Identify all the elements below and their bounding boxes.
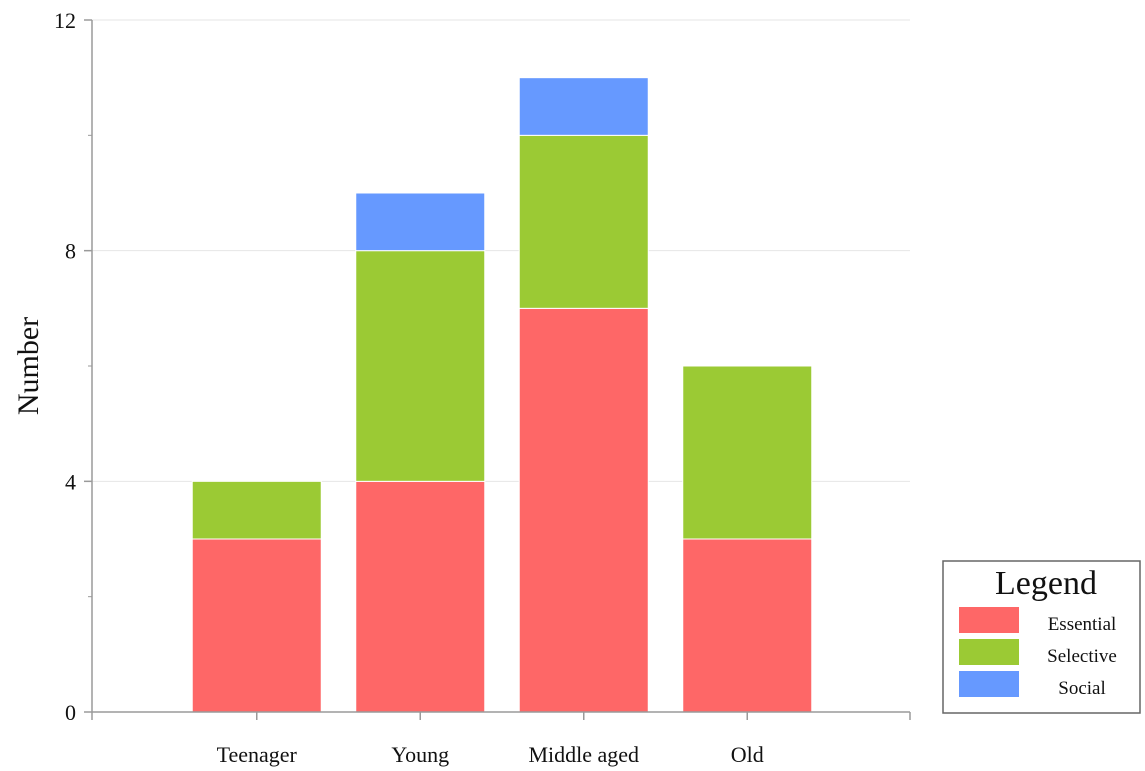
x-tick-label: Middle aged [528, 742, 639, 767]
axes [84, 19, 911, 720]
bar-segment-selective [191, 480, 322, 540]
y-tick-label: 12 [54, 8, 76, 33]
legend-label-selective: Selective [1047, 646, 1117, 667]
bar-segment-selective [518, 134, 649, 309]
legend-swatch-selective [959, 639, 1019, 665]
x-tick-label: Old [731, 742, 764, 767]
legend-label-essential: Essential [1048, 614, 1117, 635]
bar-segment-essential [191, 538, 322, 713]
y-axis-title: Number [12, 317, 45, 415]
legend-title: Legend [995, 565, 1097, 602]
legend-label-social: Social [1058, 678, 1106, 699]
x-tick-labels: Teenager Young Middle aged Old [217, 742, 764, 767]
bar-segment-essential [682, 538, 813, 713]
y-tick-label: 8 [65, 239, 76, 264]
bar-segment-selective [355, 250, 486, 482]
legend: Legend Essential Selective Social [942, 560, 1141, 714]
bar-segment-social [355, 192, 486, 252]
bar-segment-essential [518, 307, 649, 713]
y-tick-label: 4 [65, 469, 76, 494]
x-tick-label: Young [391, 742, 449, 767]
legend-items: Essential Selective Social [959, 607, 1117, 699]
legend-swatch-social [959, 671, 1019, 697]
x-tick-label: Teenager [217, 742, 298, 767]
bars [191, 77, 813, 713]
bar-segment-essential [355, 480, 486, 713]
legend-swatch-essential [959, 607, 1019, 633]
y-tick-label: 0 [65, 700, 76, 725]
bar-segment-social [518, 77, 649, 136]
y-tick-labels: 0 4 8 12 [54, 8, 76, 725]
bar-segment-selective [682, 365, 813, 540]
